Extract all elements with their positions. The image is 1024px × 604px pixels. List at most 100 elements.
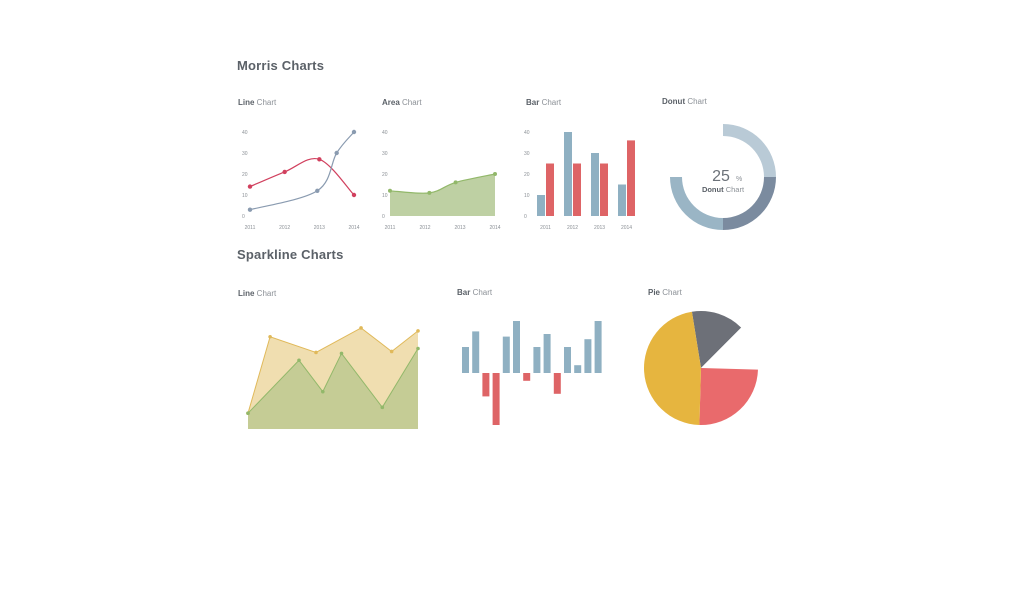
morris-bar-title: Bar Chart [526,98,562,107]
data-point [317,157,322,162]
bar [482,373,490,397]
y-tick-label: 40 [524,130,530,136]
y-tick-label: 10 [242,193,248,199]
bar [492,373,500,425]
y-tick-label: 20 [242,172,248,178]
bar [564,132,572,216]
bar [502,336,510,373]
data-point [416,346,420,351]
series-line [249,157,355,196]
spark-pie-chart [644,311,758,425]
x-tick-label: 2011 [245,225,256,231]
spark-bar-title: Bar Chart [457,288,493,297]
y-tick-label: 30 [242,151,248,157]
bar [462,347,469,373]
data-point [359,326,363,330]
data-point [246,411,250,415]
data-point [247,184,253,189]
morris-bar-chart: 0 10 20 30 40 2011 2012 2013 2014 [524,130,635,231]
series-line [247,348,419,414]
data-point [453,180,458,185]
spark-bar-chart [462,321,602,425]
x-tick-label: 2013 [594,225,605,231]
y-tick-label: 20 [382,172,388,178]
data-point [334,150,339,156]
y-tick-label: 20 [524,172,530,178]
x-tick-label: 2012 [279,225,290,231]
y-tick-label: 10 [382,193,388,199]
bar [627,140,635,216]
series-line [249,131,355,211]
morris-line-chart: 0 10 20 30 40 2011 2012 2013 2014 [242,129,360,231]
series-line [389,173,496,194]
pie-slice [691,311,742,368]
pie-slice [699,368,758,425]
spark-pie-title: Pie Chart [648,288,682,297]
data-point [388,188,392,193]
data-point [427,190,432,195]
donut-center-unit: % [736,176,742,183]
bar [600,163,608,216]
y-tick-label: 10 [524,193,530,199]
data-point [339,351,344,356]
data-point [297,358,301,363]
data-point [315,188,320,193]
data-point [321,389,325,394]
data-point [282,169,287,175]
bar [553,373,561,394]
x-tick-label: 2011 [385,225,396,231]
data-point [380,405,385,410]
donut-slice [723,124,776,177]
bar [513,321,520,373]
spark-line-title: Line Chart [238,289,277,298]
bar [584,339,592,373]
x-tick-label: 2014 [489,225,500,231]
y-tick-label: 0 [242,214,245,220]
y-tick-label: 0 [524,214,527,220]
bar [523,373,531,381]
donut-center-label: Donut Chart [702,185,745,194]
data-point [351,192,357,198]
morris-area-title: Area Chart [382,98,422,107]
data-point [268,334,272,339]
x-tick-label: 2013 [314,225,325,231]
x-tick-label: 2014 [348,225,359,231]
x-tick-label: 2013 [454,225,465,231]
data-point [247,207,253,212]
series-area [248,348,418,429]
bar [564,347,571,373]
spark-line-chart [246,326,420,429]
bar [546,163,554,216]
x-tick-label: 2012 [567,225,578,231]
y-tick-label: 40 [382,130,388,136]
morris-donut-title: Donut Chart [662,97,707,106]
bar [537,195,545,216]
bar [573,163,581,216]
morris-donut-chart: 25 % Donut Chart [670,124,776,230]
y-tick-label: 30 [524,151,530,157]
pie-slice [701,327,758,370]
data-point [416,329,420,333]
x-tick-label: 2011 [540,225,551,231]
series-line [247,327,419,414]
x-tick-label: 2014 [621,225,632,231]
morris-line-title: Line Chart [238,98,277,107]
bar [618,184,626,216]
sparkline-section-title: Sparkline Charts [237,247,344,262]
x-tick-label: 2012 [419,225,430,231]
donut-slice [670,177,723,230]
data-point [314,350,318,355]
pie-slice [644,311,701,425]
bar [543,334,551,373]
donut-center-value: 25 [712,168,730,185]
bar [533,347,541,373]
bar [574,365,582,373]
y-tick-label: 30 [382,151,388,157]
bar [591,153,599,216]
y-tick-label: 0 [382,214,385,220]
morris-section-title: Morris Charts [237,58,325,73]
data-point [351,129,357,135]
donut-slice [723,177,776,230]
y-tick-label: 40 [242,130,248,136]
data-point [493,172,497,176]
